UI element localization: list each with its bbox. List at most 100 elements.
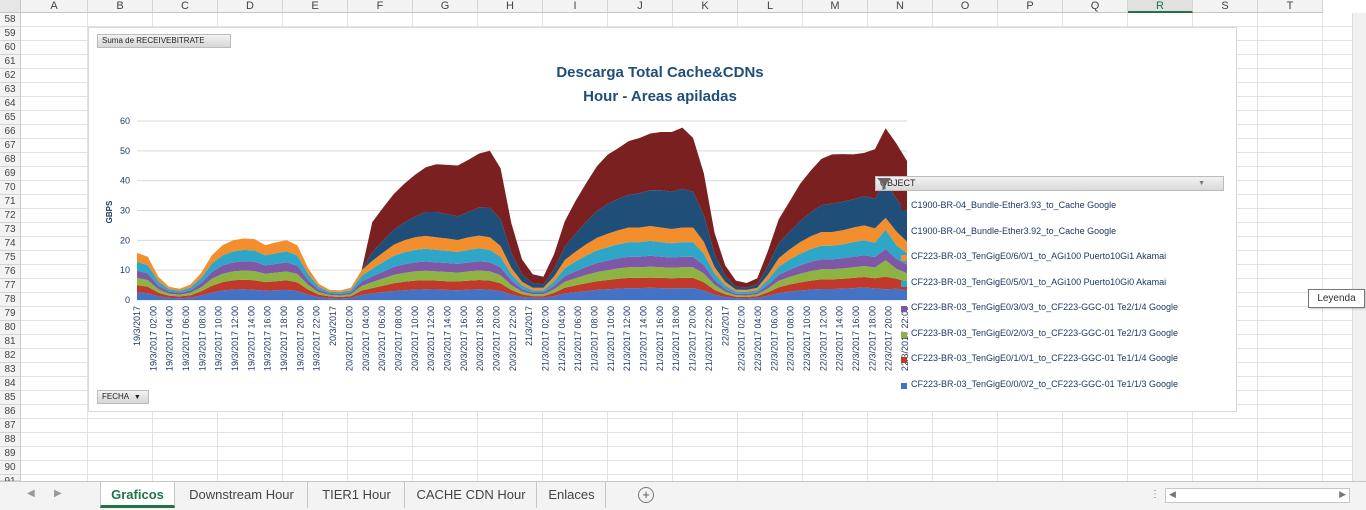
row-header[interactable]: 65 bbox=[0, 111, 21, 125]
area-series-1[interactable] bbox=[137, 276, 907, 299]
row-header[interactable]: 75 bbox=[0, 251, 21, 265]
row-header[interactable]: 58 bbox=[0, 13, 21, 27]
x-tick-label: 21/3/2017 08:00 bbox=[590, 306, 600, 371]
legend-entry[interactable]: CF223-BR-03_TenGigE0/1/0/1_to_CF223-GGC-… bbox=[911, 353, 1178, 363]
scroll-right-icon[interactable]: ▶ bbox=[1339, 489, 1346, 499]
x-tick-label: 19/3/2017 10:00 bbox=[214, 306, 224, 371]
row-header[interactable]: 88 bbox=[0, 433, 21, 447]
legend-tooltip: Leyenda bbox=[1308, 289, 1365, 308]
column-header-b[interactable]: B bbox=[88, 0, 153, 13]
column-header-f[interactable]: F bbox=[348, 0, 413, 13]
row-header[interactable]: 90 bbox=[0, 461, 21, 475]
column-header-k[interactable]: K bbox=[673, 0, 738, 13]
tab-tier1-hour[interactable]: TIER1 Hour bbox=[309, 482, 405, 508]
chart-canvas: Descarga Total Cache&CDNs Hour - Areas a… bbox=[105, 64, 910, 371]
tab-downstream-hour[interactable]: Downstream Hour bbox=[176, 482, 308, 508]
row-header[interactable]: 61 bbox=[0, 55, 21, 69]
row-header[interactable]: 67 bbox=[0, 139, 21, 153]
x-tick-label: 21/3/2017 10:00 bbox=[606, 306, 616, 371]
funnel-icon[interactable] bbox=[876, 177, 892, 191]
column-header-i[interactable]: I bbox=[543, 0, 608, 13]
tab-cache-cdn-hour[interactable]: CACHE CDN Hour bbox=[406, 482, 537, 508]
row-header[interactable]: 83 bbox=[0, 363, 21, 377]
row-header[interactable]: 70 bbox=[0, 181, 21, 195]
column-header-e[interactable]: E bbox=[283, 0, 348, 13]
x-tick-label: 21/3/2017 04:00 bbox=[557, 306, 567, 371]
row-header[interactable]: 78 bbox=[0, 293, 21, 307]
tab-graficos[interactable]: Graficos bbox=[100, 482, 175, 508]
row-header[interactable]: 76 bbox=[0, 265, 21, 279]
column-header-m[interactable]: M bbox=[803, 0, 868, 13]
row-header[interactable]: 60 bbox=[0, 41, 21, 55]
x-tick-label: 19/3/2017 12:00 bbox=[230, 306, 240, 371]
legend-entry[interactable]: CF223-BR-03_TenGigE0/2/0/3_to_CF223-GGC-… bbox=[911, 327, 1178, 338]
axis-field-button[interactable]: FECHA ▼ bbox=[97, 390, 149, 404]
row-header[interactable]: 71 bbox=[0, 195, 21, 209]
row-header[interactable]: 87 bbox=[0, 419, 21, 433]
column-header-p[interactable]: P bbox=[998, 0, 1063, 13]
row-header[interactable]: 73 bbox=[0, 223, 21, 237]
row-header[interactable]: 62 bbox=[0, 69, 21, 83]
legend-field-button[interactable]: OBJECT ▼ bbox=[875, 176, 1224, 191]
values-field-button[interactable]: Suma de RECEIVEBITRATE bbox=[97, 34, 231, 48]
legend-entry[interactable]: CF223-BR-03_TenGigE0/6/0/1_to_AGi100 Pue… bbox=[911, 251, 1167, 261]
area-series-0[interactable] bbox=[137, 287, 907, 301]
scroll-tabs-right-icon[interactable]: ▶ bbox=[54, 488, 62, 499]
row-header[interactable]: 89 bbox=[0, 447, 21, 461]
area-series-6[interactable] bbox=[137, 181, 907, 291]
tab-split-handle[interactable]: ⋮ bbox=[1150, 489, 1160, 500]
row-header[interactable]: 77 bbox=[0, 279, 21, 293]
row-header[interactable]: 84 bbox=[0, 377, 21, 391]
pivot-chart[interactable]: Descarga Total Cache&CDNs Hour - Areas a… bbox=[88, 27, 1237, 412]
row-header[interactable]: 82 bbox=[0, 349, 21, 363]
row-header[interactable]: 72 bbox=[0, 209, 21, 223]
column-header-c[interactable]: C bbox=[153, 0, 218, 13]
row-header[interactable]: 68 bbox=[0, 153, 21, 167]
x-tick-label: 22/3/2017 18:00 bbox=[867, 306, 877, 371]
y-axis-label: GBPS bbox=[105, 200, 114, 223]
area-series-7[interactable] bbox=[137, 127, 907, 291]
x-tick-label: 19/3/2017 18:00 bbox=[279, 306, 289, 371]
column-header-o[interactable]: O bbox=[933, 0, 998, 13]
row-header[interactable]: 66 bbox=[0, 125, 21, 139]
column-header-s[interactable]: S bbox=[1193, 0, 1258, 13]
column-header-d[interactable]: D bbox=[218, 0, 283, 13]
area-series-2[interactable] bbox=[137, 260, 907, 297]
column-header-r[interactable]: R bbox=[1128, 0, 1193, 13]
scroll-left-icon[interactable]: ◀ bbox=[1169, 489, 1176, 499]
x-tick-label: 20/3/2017 02:00 bbox=[344, 306, 354, 371]
scroll-tabs-left-icon[interactable]: ◀ bbox=[27, 488, 35, 499]
column-header-q[interactable]: Q bbox=[1063, 0, 1128, 13]
select-all-corner[interactable] bbox=[0, 0, 21, 13]
row-header[interactable]: 79 bbox=[0, 307, 21, 321]
row-header[interactable]: 63 bbox=[0, 83, 21, 97]
area-series-4[interactable] bbox=[137, 229, 907, 294]
legend-entry[interactable]: C1900-BR-04_Bundle-Ether3.92_to_Cache Go… bbox=[911, 225, 1117, 236]
column-header-g[interactable]: G bbox=[413, 0, 478, 13]
legend-entry[interactable]: CF223-BR-03_TenGigE0/0/0/2_to_CF223-GGC-… bbox=[911, 378, 1178, 389]
row-header[interactable]: 86 bbox=[0, 405, 21, 419]
x-tick-label: 22/3/2017 10:00 bbox=[802, 306, 812, 371]
legend-entry[interactable]: CF223-BR-03_TenGigE0/3/0/3_to_CF223-GGC-… bbox=[911, 302, 1178, 312]
column-header-a[interactable]: A bbox=[21, 0, 88, 13]
row-header[interactable]: 69 bbox=[0, 167, 21, 181]
row-header[interactable]: 64 bbox=[0, 97, 21, 111]
column-header-j[interactable]: J bbox=[608, 0, 673, 13]
column-header-l[interactable]: L bbox=[738, 0, 803, 13]
add-sheet-button[interactable]: + bbox=[638, 487, 654, 503]
vertical-scrollbar[interactable] bbox=[1352, 13, 1366, 481]
row-header[interactable]: 81 bbox=[0, 335, 21, 349]
row-header[interactable]: 74 bbox=[0, 237, 21, 251]
row-header[interactable]: 59 bbox=[0, 27, 21, 41]
horizontal-scrollbar[interactable]: ◀ ▶ bbox=[1165, 488, 1350, 503]
legend-entry[interactable]: C1900-BR-04_Bundle-Ether3.93_to_Cache Go… bbox=[911, 200, 1117, 210]
area-series-3[interactable] bbox=[137, 249, 907, 296]
tab-enlaces[interactable]: Enlaces bbox=[538, 482, 606, 508]
row-header[interactable]: 85 bbox=[0, 391, 21, 405]
column-header-t[interactable]: T bbox=[1258, 0, 1323, 13]
legend-entry[interactable]: CF223-BR-03_TenGigE0/5/0/1_to_AGi100 Pue… bbox=[911, 276, 1167, 287]
row-header[interactable]: 80 bbox=[0, 321, 21, 335]
column-header-n[interactable]: N bbox=[868, 0, 933, 13]
tab-label: Graficos bbox=[111, 487, 164, 502]
column-header-h[interactable]: H bbox=[478, 0, 543, 13]
